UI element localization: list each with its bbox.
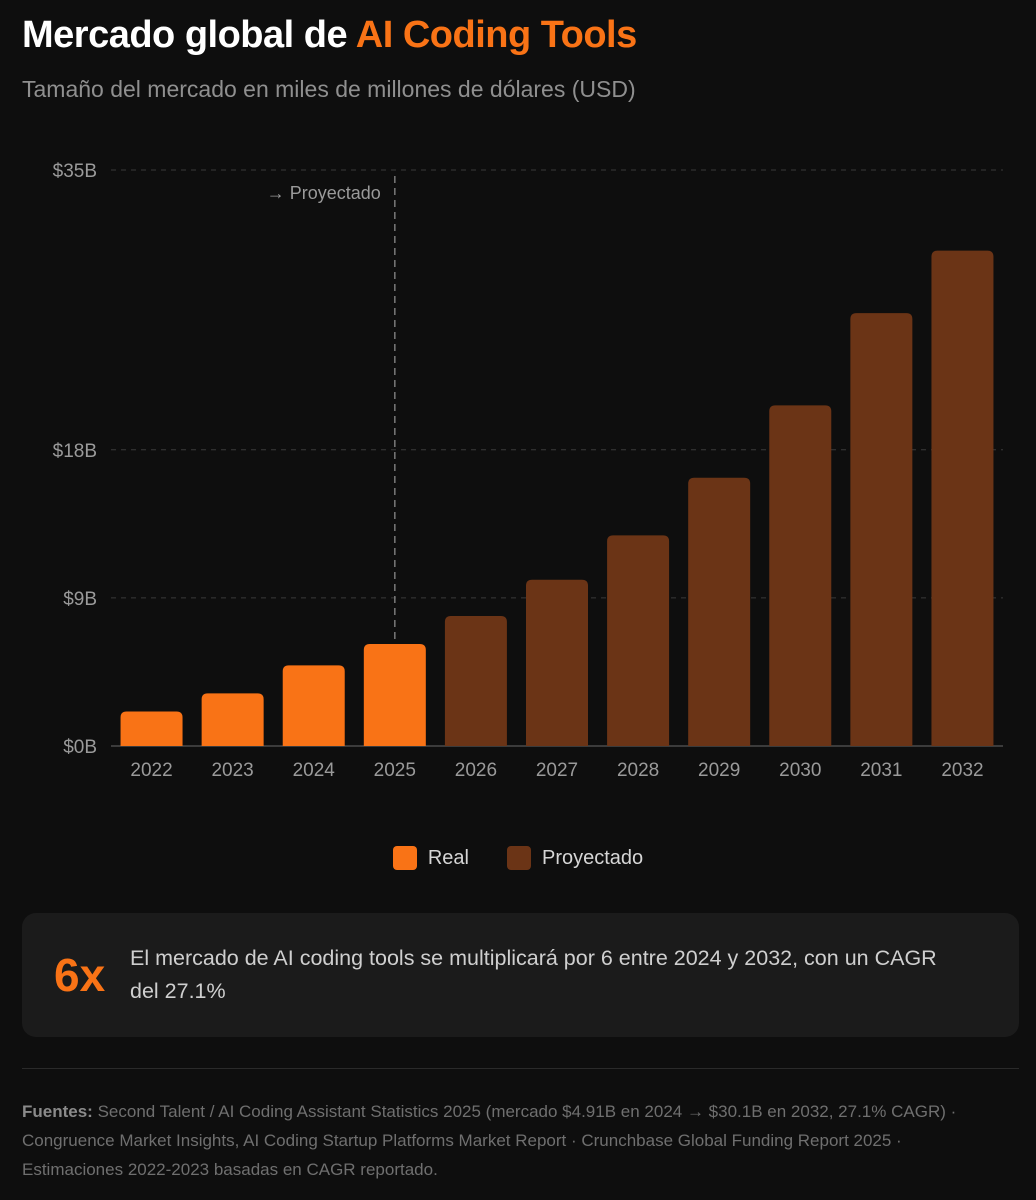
bar-2024 <box>282 665 345 746</box>
bar-2025 <box>363 643 426 746</box>
sources-label: Fuentes: <box>22 1102 93 1121</box>
page-title: Mercado global de AI Coding Tools <box>22 14 637 57</box>
projection-label: → Proyectado <box>267 183 381 203</box>
insight-callout: 6x El mercado de AI coding tools se mult… <box>22 913 1019 1037</box>
bar-2030 <box>769 405 832 746</box>
bar-2032 <box>931 250 994 746</box>
y-tick-label: $18B <box>53 441 97 462</box>
x-tick-label: 2030 <box>779 760 821 781</box>
page-subtitle: Tamaño del mercado en miles de millones … <box>22 76 636 102</box>
legend-label-real: Real <box>427 846 469 869</box>
sources-text: Second Talent / AI Coding Assistant Stat… <box>22 1102 957 1179</box>
x-tick-label: 2027 <box>536 760 578 781</box>
chart-legend: Real Proyectado <box>0 846 1036 870</box>
x-tick-label: 2025 <box>374 760 416 781</box>
bar-2023 <box>201 693 264 746</box>
bar-chart: $0B $9B $18B $35B 2022 2023 2024 2025 2026 2027 20… <box>53 161 1003 781</box>
x-tick-label: 2031 <box>860 760 902 781</box>
x-tick-label: 2028 <box>617 760 659 781</box>
bar-2027 <box>526 579 588 746</box>
divider <box>22 1068 1019 1069</box>
x-tick-label: 2029 <box>698 760 740 781</box>
sources-note: Fuentes: Second Talent / AI Coding Assis… <box>22 1097 1002 1184</box>
callout-multiplier: 6x <box>54 949 106 1001</box>
x-tick-label: 2032 <box>941 760 983 781</box>
callout-text: El mercado de AI coding tools se multipl… <box>130 946 937 1003</box>
legend-swatch-real <box>392 846 417 870</box>
x-tick-label: 2024 <box>293 760 336 781</box>
bar-2028 <box>607 535 670 746</box>
legend-item-projected: Proyectado <box>506 846 644 870</box>
title-highlight: AI Coding Tools <box>355 14 637 56</box>
x-tick-label: 2022 <box>130 760 172 781</box>
bar-2026 <box>444 615 507 746</box>
bar-2031 <box>850 313 913 746</box>
bar-2022 <box>120 711 183 746</box>
legend-label-projected: Proyectado <box>541 846 644 869</box>
y-tick-label: $0B <box>63 737 97 758</box>
y-tick-label: $35B <box>53 161 97 182</box>
legend-item-real: Real <box>392 846 469 870</box>
bar-2029 <box>688 477 751 746</box>
x-tick-label: 2026 <box>455 760 497 781</box>
legend-swatch-projected <box>506 846 531 870</box>
x-tick-label: 2023 <box>211 760 253 781</box>
title-prefix: Mercado global de <box>22 14 356 56</box>
y-tick-label: $9B <box>63 589 97 610</box>
